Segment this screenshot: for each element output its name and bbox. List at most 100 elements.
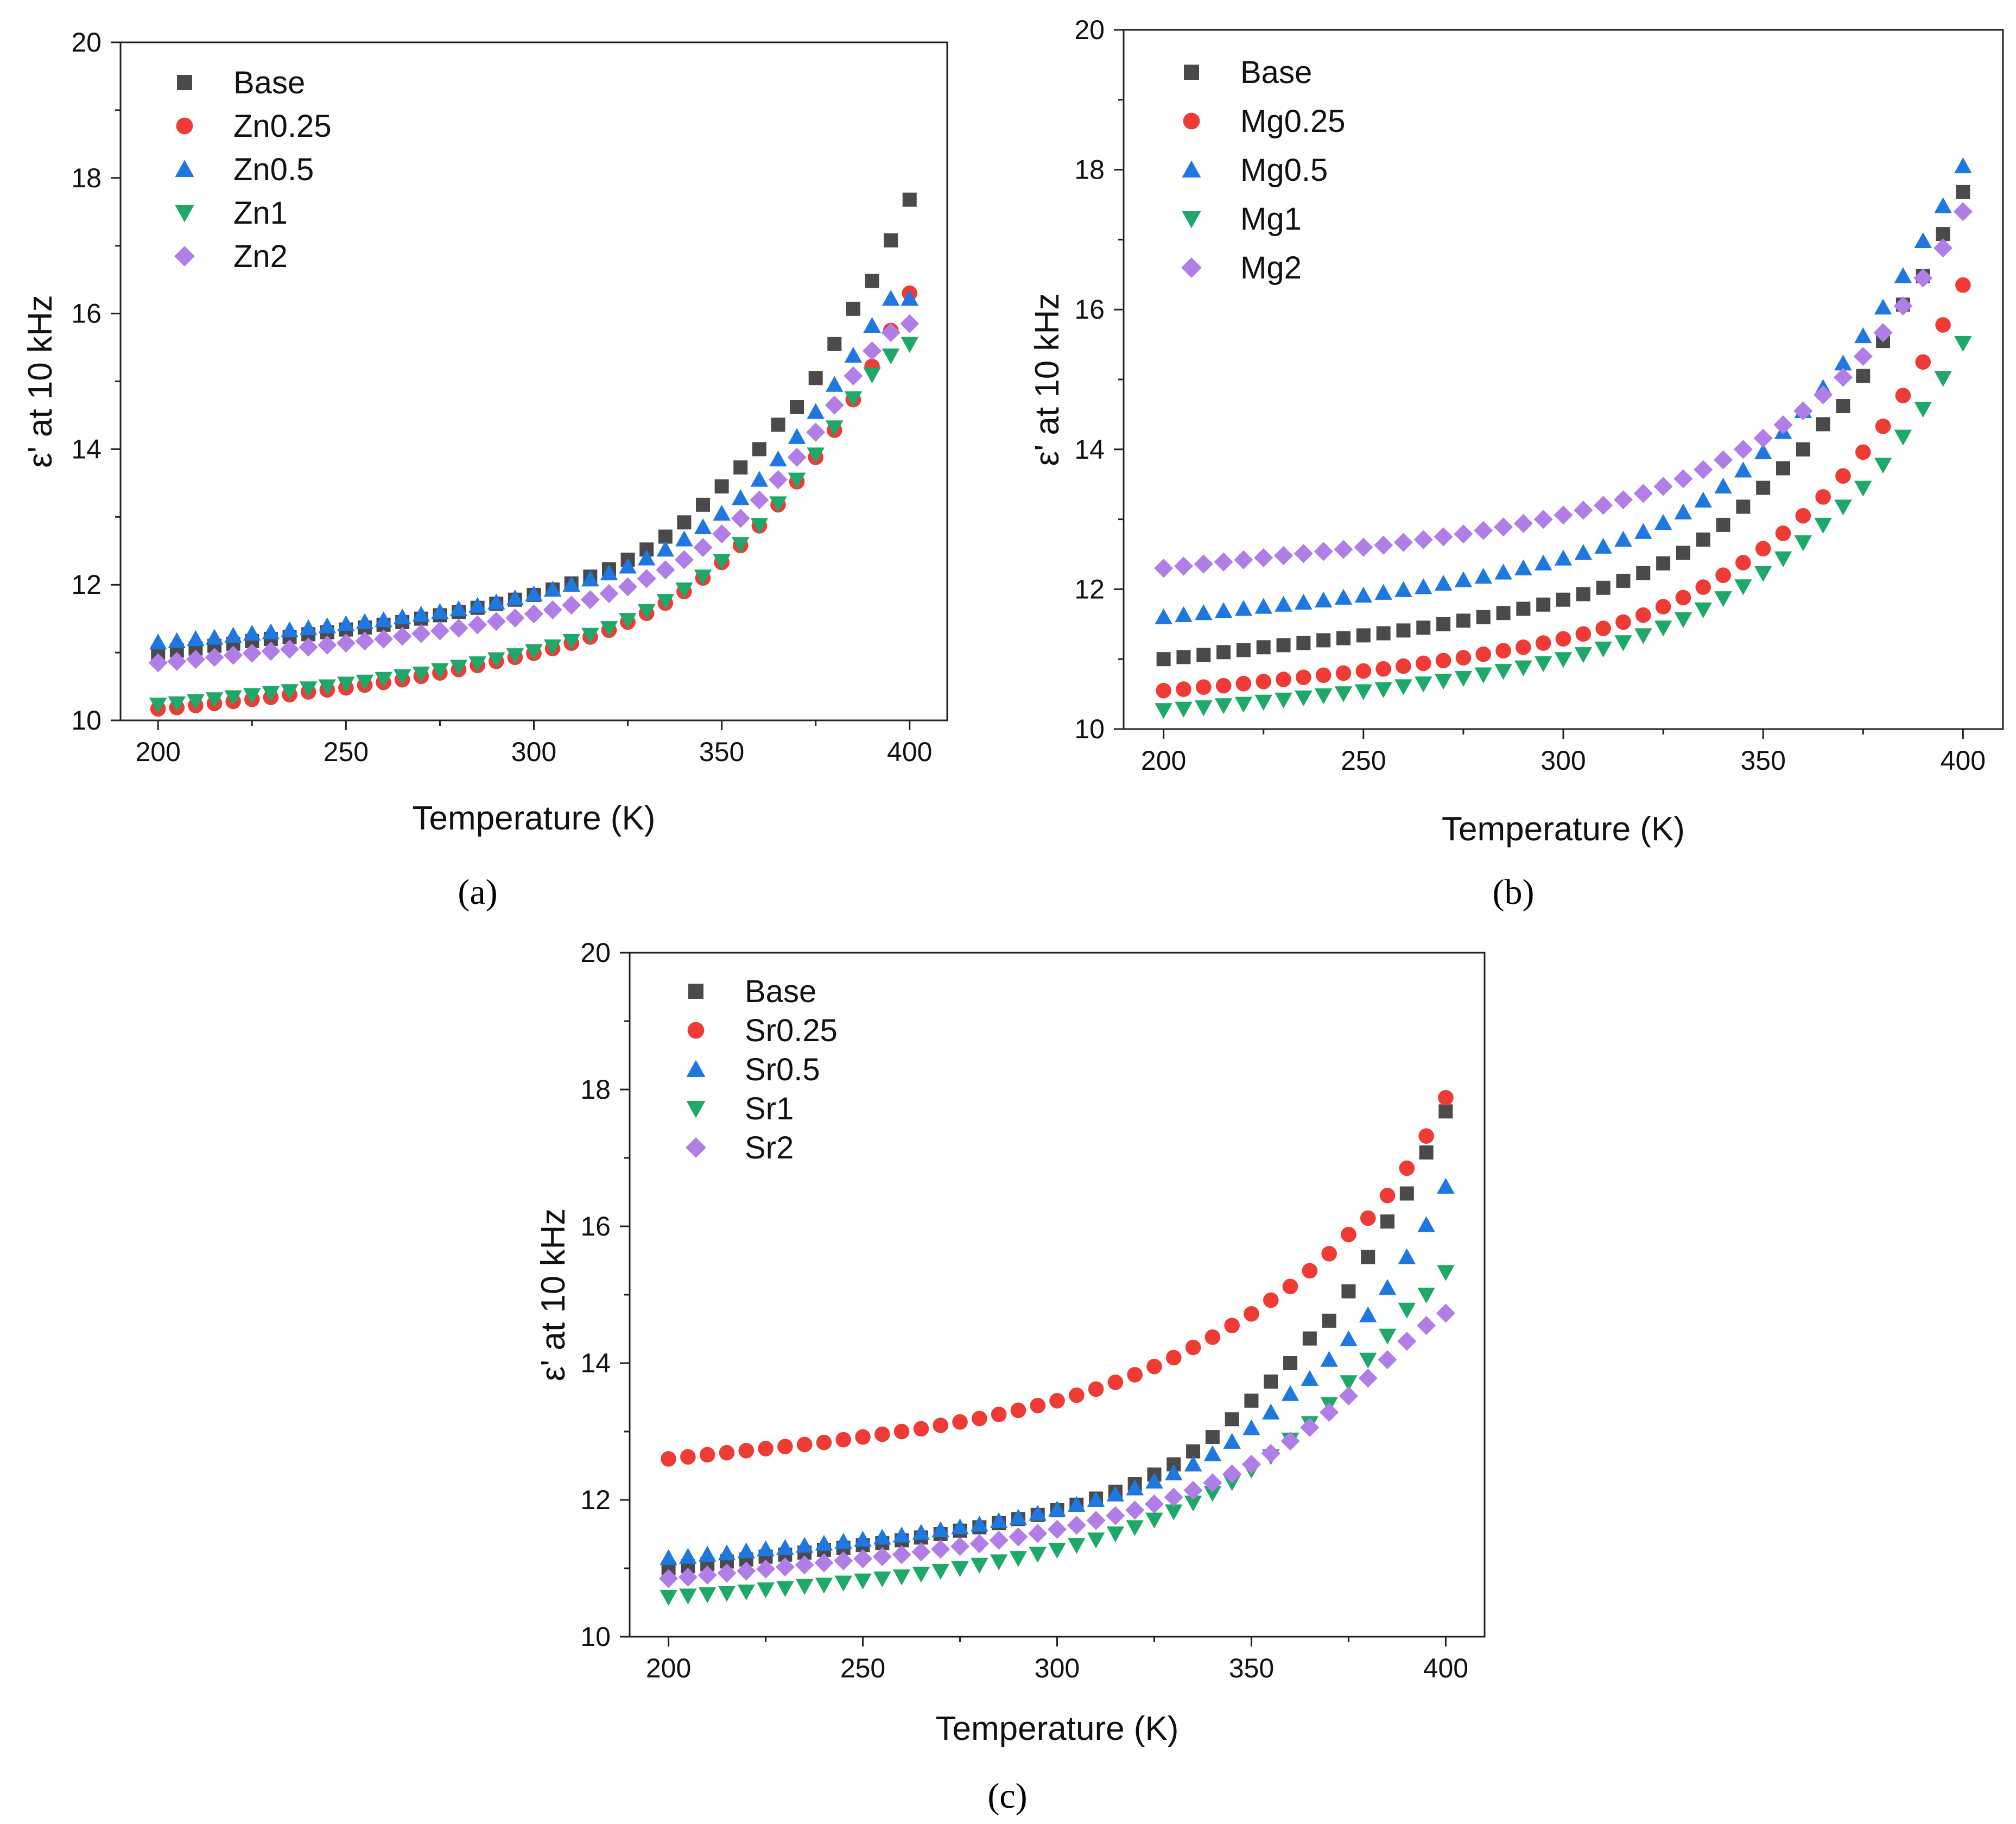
data-point	[1165, 1504, 1183, 1521]
data-point	[355, 631, 375, 651]
data-point	[600, 621, 618, 637]
data-point	[1634, 523, 1652, 539]
data-point	[280, 639, 300, 659]
data-point	[1955, 277, 1971, 293]
data-point	[1196, 648, 1211, 662]
data-point	[168, 696, 186, 713]
data-point	[525, 644, 543, 660]
data-point	[299, 637, 318, 657]
data-point	[1214, 602, 1233, 618]
data-point	[1735, 555, 1751, 571]
data-point	[1396, 658, 1411, 674]
data-point	[1399, 1160, 1415, 1176]
data-point	[1334, 588, 1353, 605]
y-tick-label: 14	[71, 434, 102, 464]
legend-label: Base	[745, 974, 816, 1009]
data-point	[1321, 1246, 1337, 1262]
data-point	[506, 589, 524, 606]
data-point	[375, 672, 392, 688]
legend-label: Sr0.5	[745, 1052, 820, 1087]
data-point	[912, 1567, 930, 1583]
data-point	[863, 316, 881, 333]
data-point	[1835, 468, 1851, 484]
data-point	[738, 1442, 755, 1459]
data-point	[599, 584, 619, 603]
legend-marker	[1184, 65, 1199, 80]
data-point	[1375, 661, 1391, 677]
series-Zn0.5	[149, 289, 919, 650]
data-point	[1087, 1491, 1105, 1507]
data-point	[1474, 567, 1492, 584]
data-point	[1893, 296, 1913, 316]
data-point	[855, 1429, 871, 1445]
data-point	[412, 666, 430, 683]
data-point	[411, 624, 431, 643]
data-point	[834, 1575, 852, 1592]
data-point	[618, 577, 638, 597]
data-point	[1796, 442, 1810, 457]
data-point	[815, 1535, 833, 1551]
data-point	[1125, 1500, 1145, 1520]
data-point	[1494, 563, 1512, 580]
data-point	[1954, 157, 1972, 174]
data-point	[1674, 612, 1692, 629]
data-point	[1264, 1375, 1278, 1389]
data-point	[1068, 1496, 1086, 1512]
data-point	[990, 1554, 1008, 1570]
data-point	[971, 1516, 988, 1532]
data-point	[1674, 503, 1692, 520]
data-point	[1554, 505, 1573, 525]
legend-marker	[177, 75, 192, 90]
data-point	[637, 604, 656, 620]
data-point	[1176, 681, 1191, 697]
data-point	[1514, 559, 1532, 575]
data-point	[1736, 499, 1751, 514]
data-point	[1836, 398, 1850, 413]
data-point	[1086, 1511, 1106, 1530]
data-point	[1434, 527, 1453, 547]
data-point	[1010, 1402, 1026, 1418]
data-point	[524, 604, 544, 624]
data-point	[713, 504, 731, 521]
data-point	[262, 686, 280, 702]
data-point	[468, 615, 487, 635]
data-point	[1454, 571, 1473, 587]
data-point	[714, 479, 729, 494]
data-point	[679, 1588, 697, 1605]
x-tick-label: 350	[1740, 745, 1785, 776]
data-point	[449, 600, 468, 617]
data-point	[1175, 701, 1193, 718]
data-point	[281, 621, 299, 637]
data-point	[694, 518, 712, 535]
legend-label: Mg2	[1240, 250, 1302, 286]
data-point	[1513, 514, 1533, 533]
data-point	[1164, 1487, 1183, 1507]
data-point	[1774, 551, 1792, 567]
data-point	[600, 564, 618, 580]
data-point	[814, 1553, 834, 1573]
data-point	[757, 1540, 775, 1556]
data-point	[1616, 573, 1631, 588]
data-point	[1244, 1394, 1259, 1408]
legend-marker	[1182, 211, 1201, 229]
data-point	[1413, 530, 1433, 549]
data-point	[1415, 655, 1431, 672]
data-point	[826, 376, 844, 392]
data-point	[1954, 336, 1972, 352]
data-point	[854, 1573, 872, 1589]
data-point	[1475, 646, 1492, 662]
data-point	[1300, 1417, 1320, 1437]
x-tick-label: 400	[1423, 1653, 1468, 1683]
data-point	[581, 628, 599, 644]
data-point	[449, 618, 468, 638]
data-point	[1261, 1443, 1280, 1463]
data-point	[1047, 1519, 1067, 1539]
data-point	[1067, 1516, 1086, 1535]
data-point	[1262, 1403, 1280, 1420]
y-tick-label: 18	[580, 1074, 611, 1105]
data-point	[1438, 1104, 1453, 1119]
data-point	[1594, 496, 1613, 515]
data-point	[1030, 1397, 1046, 1414]
data-point	[1049, 1393, 1065, 1409]
data-point	[1754, 443, 1772, 459]
